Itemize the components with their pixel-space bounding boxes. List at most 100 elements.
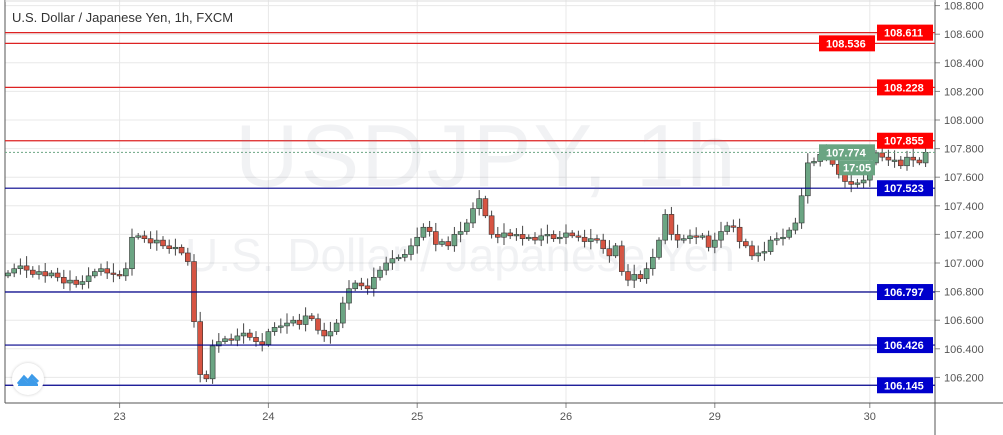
- candle-body: [42, 271, 49, 277]
- candle-body: [29, 269, 36, 275]
- candle: [724, 221, 731, 235]
- candle: [247, 329, 253, 341]
- candle: [519, 225, 526, 246]
- candle-body: [532, 236, 538, 241]
- candle: [253, 331, 259, 347]
- candle-body: [606, 248, 613, 257]
- candle: [11, 263, 17, 278]
- candle: [147, 231, 154, 249]
- resistance-level-label: 108.228: [884, 82, 924, 94]
- candle: [544, 224, 551, 244]
- candle-body: [761, 251, 768, 254]
- candle-body: [445, 241, 452, 247]
- candle: [129, 228, 135, 276]
- candle-body: [711, 239, 718, 248]
- candle: [501, 223, 507, 246]
- candle: [532, 232, 538, 245]
- tradingview-cloud-icon[interactable]: [12, 363, 44, 395]
- candle: [680, 234, 687, 244]
- x-tick-label: 24: [262, 411, 274, 423]
- candle-body: [135, 235, 141, 238]
- candle-body: [550, 234, 557, 239]
- candle-body: [556, 236, 563, 240]
- candle-body: [563, 232, 569, 238]
- candle-body: [767, 239, 774, 252]
- candle: [463, 218, 470, 235]
- candle-body: [141, 235, 148, 239]
- candle-body: [370, 276, 377, 290]
- x-tick-label: 26: [560, 411, 572, 423]
- candle: [209, 339, 216, 384]
- candle-body: [680, 238, 687, 241]
- candle: [36, 265, 42, 280]
- candle-body: [432, 231, 439, 245]
- candle-body: [166, 245, 172, 249]
- y-tick-label: 107.400: [944, 201, 984, 213]
- candle-body: [569, 232, 576, 237]
- candle-body: [507, 232, 514, 237]
- candle-body: [308, 315, 315, 320]
- candle: [891, 150, 898, 168]
- candle: [277, 318, 284, 334]
- support-level-label-bg: [877, 180, 933, 197]
- candle: [185, 247, 191, 266]
- candle: [904, 150, 910, 171]
- candle: [123, 262, 129, 281]
- candle: [457, 221, 464, 243]
- candle: [17, 258, 24, 275]
- candle: [54, 267, 61, 282]
- candle: [885, 149, 892, 166]
- candle-body: [674, 234, 681, 241]
- candle-body: [519, 234, 526, 239]
- candle-body: [79, 281, 86, 285]
- candle-body: [172, 246, 179, 250]
- candle-body: [92, 271, 98, 277]
- watermark-name: U.S. Dollar / Japanese Yen: [185, 229, 735, 281]
- candle: [401, 249, 408, 262]
- candle-body: [916, 159, 923, 164]
- candle: [222, 335, 228, 344]
- candle: [352, 280, 359, 292]
- candle: [420, 223, 427, 241]
- x-tick-label: 30: [864, 411, 876, 423]
- candle: [432, 222, 439, 252]
- candle: [166, 239, 172, 254]
- candle-body: [284, 322, 290, 327]
- candle-body: [786, 229, 793, 238]
- candle-body: [575, 235, 582, 238]
- candle-body: [333, 322, 340, 332]
- candle: [780, 228, 786, 246]
- candle: [804, 153, 811, 204]
- candle: [600, 233, 607, 254]
- candle: [79, 275, 86, 290]
- candle-body: [327, 331, 334, 337]
- candle: [29, 266, 36, 278]
- candle-body: [160, 239, 166, 247]
- candle: [290, 316, 297, 327]
- candle-body: [470, 208, 476, 224]
- y-tick-label: 107.200: [944, 229, 984, 241]
- candle: [668, 206, 675, 241]
- candle: [85, 267, 92, 289]
- candle: [662, 209, 669, 245]
- candle-body: [804, 162, 811, 197]
- candle: [513, 228, 520, 241]
- candle-body: [780, 236, 786, 240]
- candle-body: [848, 181, 855, 185]
- candle: [575, 230, 582, 242]
- candle: [656, 237, 662, 260]
- candle: [92, 268, 98, 279]
- candle: [798, 188, 805, 229]
- candle-body: [426, 226, 433, 232]
- candle: [563, 224, 569, 245]
- candle: [581, 229, 588, 248]
- candle-body: [736, 226, 743, 242]
- candle-body: [637, 274, 644, 280]
- candle-body: [104, 268, 110, 274]
- candle: [761, 241, 768, 261]
- y-tick-label: 108.800: [944, 1, 984, 13]
- candle-body: [358, 282, 365, 287]
- candle: [594, 234, 600, 244]
- candle-body: [749, 245, 755, 257]
